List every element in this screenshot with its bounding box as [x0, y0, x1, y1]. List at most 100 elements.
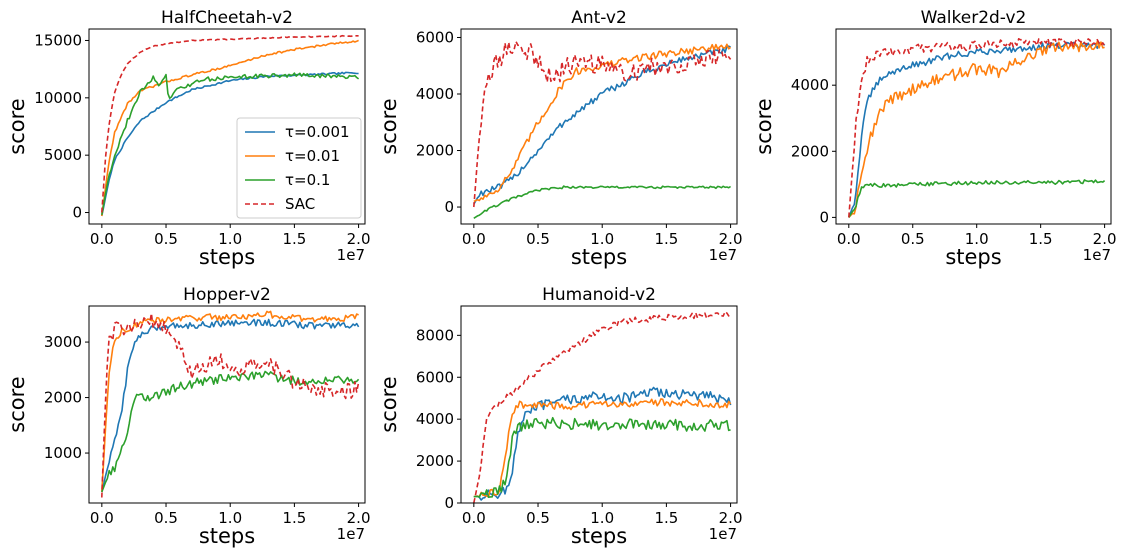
x-tick-label: 1.5 [282, 230, 306, 248]
series-line-tau-0-01 [473, 43, 732, 203]
legend-label: SAC [285, 195, 315, 213]
x-tick-label: 1.5 [654, 509, 678, 527]
legend-label: τ=0.1 [285, 171, 330, 189]
series-line-tau-0-1 [473, 185, 732, 219]
chart-title: HalfCheetah-v2 [161, 8, 293, 28]
x-tick-label: 0.0 [837, 230, 861, 248]
series-group [473, 40, 732, 219]
chart-title: Humanoid-v2 [542, 285, 656, 305]
plot-frame [460, 305, 738, 504]
series-group [473, 310, 732, 503]
x-axis-label: steps [199, 245, 255, 269]
series-line-tau-0-001 [473, 45, 731, 205]
series-group [101, 34, 360, 217]
x-tick-label: 0.0 [90, 230, 114, 248]
x-tick-label: 2.0 [719, 509, 743, 527]
series-line-SAC [473, 310, 732, 503]
y-tick-label: 0 [444, 198, 454, 216]
y-tick-label: 5000 [44, 146, 82, 164]
series-group [848, 37, 1106, 218]
y-tick-label: 2000 [791, 142, 829, 160]
x-offset-label: 1e7 [709, 525, 737, 543]
y-tick-label: 1000 [44, 444, 82, 462]
series-group [101, 310, 360, 498]
x-tick-label: 0.0 [90, 509, 114, 527]
y-tick-label: 6000 [416, 368, 454, 386]
y-axis-label: score [5, 98, 29, 154]
series-line-SAC [848, 37, 1106, 218]
y-tick-label: 0 [819, 208, 829, 226]
x-tick-label: 0.5 [526, 230, 550, 248]
x-offset-label: 1e7 [1083, 246, 1111, 264]
y-tick-label: 4000 [791, 76, 829, 94]
y-tick-label: 6000 [416, 28, 454, 46]
x-axis-label: steps [571, 245, 627, 269]
series-line-SAC [101, 312, 360, 498]
x-tick-label: 1.0 [218, 509, 242, 527]
y-tick-label: 4000 [416, 410, 454, 428]
x-tick-label: 2.0 [719, 230, 743, 248]
x-tick-label: 0.5 [154, 230, 178, 248]
panel-halfcheetah-v2: 0.0 0.5 1.0 1.5 2.0 0 5000 10000 15000 HalfCheeta… [5, 8, 371, 269]
y-tick-label: 0 [444, 494, 454, 512]
series-line-tau-0-001 [473, 386, 732, 501]
x-tick-label: 0.0 [462, 509, 486, 527]
legend-box [236, 117, 362, 219]
x-axis-label: steps [571, 524, 627, 548]
x-axis-label: steps [199, 524, 255, 548]
x-tick-label: 0.0 [462, 230, 486, 248]
y-tick-label: 8000 [416, 326, 454, 344]
y-tick-label: 4000 [416, 85, 454, 103]
x-tick-label: 0.5 [526, 509, 550, 527]
series-line-tau-0-1 [101, 72, 360, 215]
plot-frame [88, 305, 366, 504]
x-tick-label: 1.0 [218, 230, 242, 248]
legend: τ=0.001 τ=0.01 τ=0.1 SAC [236, 117, 362, 219]
y-tick-label: 3000 [44, 333, 82, 351]
x-offset-label: 1e7 [337, 525, 365, 543]
y-axis-label: score [752, 98, 776, 154]
series-line-tau-0-01 [473, 398, 732, 498]
y-axis-label: score [377, 98, 401, 154]
series-line-tau-0-001 [101, 318, 360, 493]
y-tick-label: 2000 [416, 142, 454, 160]
chart-title: Ant-v2 [571, 8, 627, 28]
panel-humanoid-v2: 0.0 0.5 1.0 1.5 2.0 0 2000 4000 6000 8000 Humanoid… [377, 285, 743, 548]
x-tick-label: 1.5 [1029, 230, 1053, 248]
y-axis-label: score [5, 376, 29, 432]
x-axis-label: steps [945, 245, 1001, 269]
x-tick-label: 2.0 [1093, 230, 1117, 248]
series-line-tau-0-01 [848, 40, 1105, 218]
series-line-tau-0-1 [101, 370, 360, 493]
panel-walker2d-v2: 0.0 0.5 1.0 1.5 2.0 0 2000 4000 Walker2d-v2 steps… [752, 8, 1117, 269]
legend-label: τ=0.001 [285, 123, 350, 141]
x-tick-label: 0.5 [901, 230, 925, 248]
series-line-SAC [473, 40, 732, 208]
y-tick-label: 2000 [416, 452, 454, 470]
x-tick-label: 2.0 [347, 230, 371, 248]
plot-frame [835, 28, 1112, 225]
series-line-tau-0-1 [848, 179, 1106, 218]
x-tick-label: 0.5 [154, 509, 178, 527]
x-tick-label: 1.0 [590, 230, 614, 248]
plot-frame [88, 28, 366, 225]
y-tick-label: 2000 [44, 389, 82, 407]
panel-hopper-v2: 0.0 0.5 1.0 1.5 2.0 1000 2000 3000 Hopper-v2 step… [5, 285, 371, 548]
x-tick-label: 1.0 [965, 230, 989, 248]
series-line-tau-0-1 [473, 416, 731, 498]
x-tick-label: 2.0 [347, 509, 371, 527]
chart-title: Walker2d-v2 [921, 8, 1027, 28]
x-tick-label: 1.5 [654, 230, 678, 248]
y-tick-label: 0 [72, 204, 82, 222]
y-tick-label: 10000 [34, 89, 82, 107]
panel-ant-v2: 0.0 0.5 1.0 1.5 2.0 0 2000 4000 6000 Ant-v2 steps s… [377, 8, 743, 269]
x-tick-label: 1.5 [282, 509, 306, 527]
chart-title: Hopper-v2 [183, 285, 271, 305]
y-axis-label: score [377, 376, 401, 432]
x-offset-label: 1e7 [337, 246, 365, 264]
x-tick-label: 1.0 [590, 509, 614, 527]
series-line-tau-0-001 [848, 41, 1106, 218]
x-offset-label: 1e7 [709, 246, 737, 264]
legend-label: τ=0.01 [285, 147, 340, 165]
